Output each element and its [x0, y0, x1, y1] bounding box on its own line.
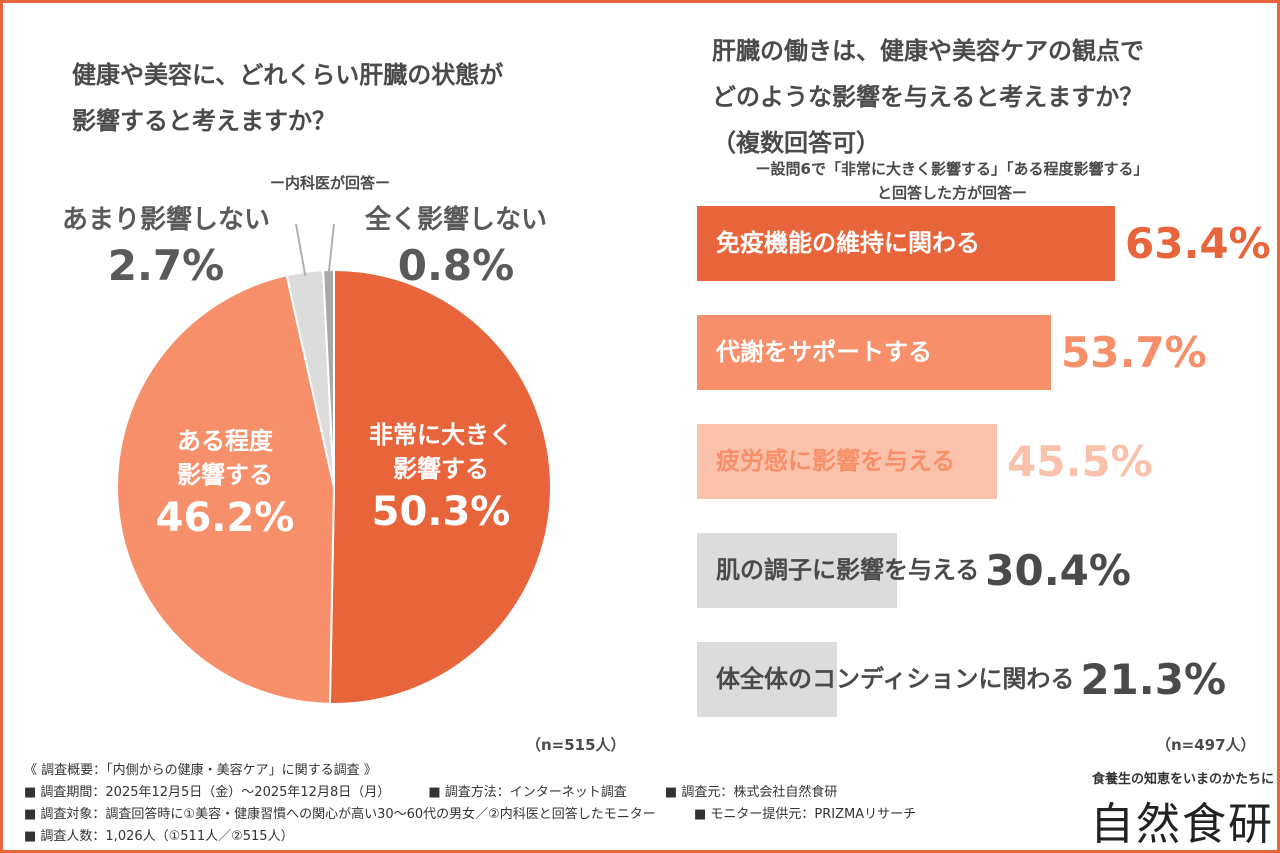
survey-title: 《 調査概要：「内側からの健康・美容ケア」に関する調査 》	[24, 763, 377, 778]
bar-category-label: 代謝をサポートする	[716, 338, 932, 366]
pie-label-very-large: 非常に大きく 影響する 50.3%	[356, 418, 526, 538]
bar	[697, 533, 897, 608]
survey-summary: 《 調査概要：「内側からの健康・美容ケア」に関する調査 》 ■ 調査期間：202…	[24, 760, 950, 848]
bar-category-label: 免疫機能の維持に関わる	[716, 229, 980, 257]
pie-sample-size: （n=515人）	[526, 736, 626, 754]
survey-method: ■ 調査方法：インターネット調査	[428, 785, 627, 800]
pie-title-line: 影響すると考えますか？	[72, 107, 336, 135]
pie-label-little: あまり影響しない 2.7%	[48, 200, 284, 292]
bar-category-label: 疲労感に影響を与える	[716, 447, 956, 475]
pie-label-text: ある程度	[177, 427, 273, 455]
bar	[697, 315, 1051, 390]
bar-value-label: 63.4%	[1125, 219, 1271, 268]
pie-subtitle: ー内科医が回答ー	[269, 174, 390, 192]
pie-value-label: 0.8%	[397, 241, 515, 290]
pie-label-some: ある程度 影響する 46.2%	[140, 424, 310, 544]
pie-value-label: 46.2%	[155, 495, 295, 541]
brand-tagline: 食養生の知恵をいまのかたちに	[1092, 772, 1275, 787]
survey-target: ■ 調査対象：調査回答時に①美容・健康習慣への関心が高い30〜60代の男女／②内…	[24, 807, 656, 822]
bar-value-label: 30.4%	[985, 546, 1131, 595]
pie-label-none: 全く影響しない 0.8%	[356, 200, 556, 292]
brand-logo: 自然食研	[1090, 799, 1274, 850]
pie-label-text: 影響する	[393, 455, 489, 483]
pie-title-line: 健康や美容に、どれくらい肝臓の状態が	[72, 61, 504, 89]
bar-subtitle-line: と回答した方が回答ー	[876, 184, 1027, 202]
pie-value-label: 2.7%	[107, 241, 225, 290]
bar-value-label: 53.7%	[1061, 328, 1207, 377]
bar	[697, 642, 837, 717]
bar-value-label: 21.3%	[1080, 655, 1227, 704]
bar-title-line: （複数回答可）	[712, 129, 880, 157]
bar	[697, 424, 997, 499]
bar-sample-size: （n=497人）	[1156, 736, 1256, 754]
bar-question-title: 肝臓の働きは、健康や美容ケアの観点で どのような影響を与えると考えますか？ （複…	[712, 28, 1252, 166]
pie-leader-line	[295, 223, 307, 277]
survey-source: ■ 調査元：株式会社自然食研	[664, 785, 838, 800]
bar-subtitle: ー設問6で「非常に大きく影響する」「ある程度影響する」 と回答した方が回答ー	[712, 157, 1192, 205]
pie-label-text: 全く影響しない	[364, 205, 547, 235]
survey-period: ■ 調査期間：2025年12月5日（金）〜2025年12月8日（月）	[24, 785, 391, 800]
survey-row: ■ 調査対象：調査回答時に①美容・健康習慣への関心が高い30〜60代の男女／②内…	[24, 804, 950, 826]
bar-title-line: 肝臓の働きは、健康や美容ケアの観点で	[712, 37, 1144, 65]
pie-slice-some	[116, 274, 336, 705]
pie-label-text: 影響する	[177, 461, 273, 489]
pie-leader-line	[327, 223, 335, 275]
bar-category-label: 体全体のコンディションに関わる	[716, 665, 1075, 693]
bar-subtitle-line: ー設問6で「非常に大きく影響する」「ある程度影響する」	[755, 160, 1149, 178]
bar-value-label: 45.5%	[1007, 437, 1153, 486]
pie-slice-very-large	[328, 268, 553, 705]
pie-question-title: 健康や美容に、どれくらい肝臓の状態が 影響すると考えますか？	[72, 52, 632, 144]
bar-title-line: どのような影響を与えると考えますか？	[712, 83, 1144, 111]
pie-value-label: 50.3%	[371, 489, 511, 535]
survey-count: ■ 調査人数：1,026人（①511人／②515人）	[24, 829, 294, 844]
pie-label-text: あまり影響しない	[61, 205, 270, 235]
pie-label-text: 非常に大きく	[369, 421, 513, 449]
bar	[697, 206, 1115, 281]
survey-provider: ■ モニター提供元：PRIZMAリサーチ	[693, 807, 917, 822]
survey-row: ■ 調査期間：2025年12月5日（金）〜2025年12月8日（月） ■ 調査方…	[24, 782, 950, 804]
bar-category-label: 肌の調子に影響を与える	[716, 556, 980, 584]
